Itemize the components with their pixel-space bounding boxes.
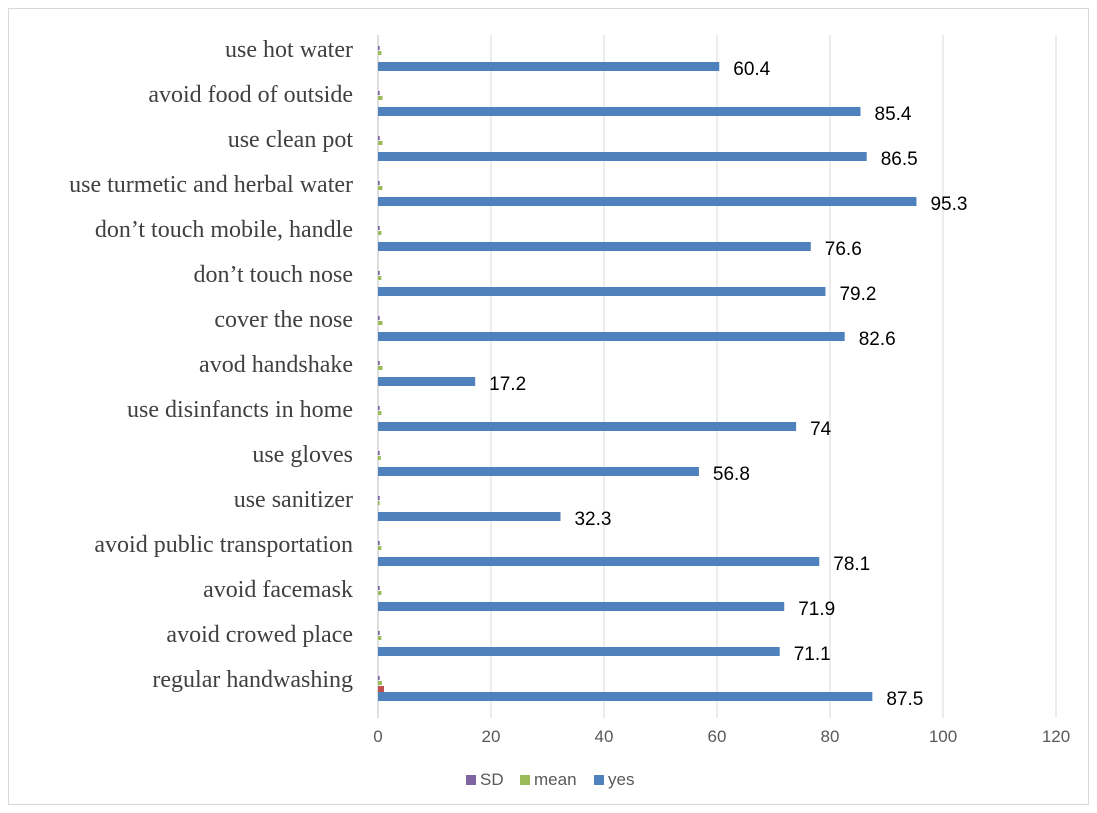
x-tick-label: 0	[373, 727, 382, 746]
data-label: 74	[810, 419, 832, 440]
data-label: 71.9	[798, 599, 835, 620]
bar-yes	[378, 332, 845, 341]
bar-yes	[378, 287, 826, 296]
bar-sd	[378, 136, 380, 140]
bar-yes	[378, 107, 861, 116]
legend-swatch-yes	[594, 775, 604, 785]
bar-yes	[378, 62, 720, 71]
category-label: avod handshake	[199, 352, 353, 378]
category-label: use hot water	[225, 37, 353, 63]
category-label: avoid food of outside	[148, 82, 353, 108]
bar-sd	[378, 91, 380, 95]
data-label: 95.3	[930, 194, 967, 215]
bar-mean	[378, 636, 382, 640]
category-label: avoid crowed place	[166, 622, 353, 648]
category-label: use sanitizer	[234, 487, 353, 513]
bar-mean	[378, 411, 382, 415]
bar-mean	[378, 681, 382, 685]
bar-yes	[378, 377, 476, 386]
data-label: 87.5	[886, 689, 923, 710]
bar-sd	[378, 226, 380, 230]
category-label: cover the nose	[214, 307, 353, 333]
bar-yes	[378, 647, 780, 656]
marker-first-row	[378, 686, 384, 692]
bar-sd	[378, 496, 380, 500]
bar-yes	[378, 242, 811, 251]
bar-yes	[378, 467, 699, 476]
bar-yes	[378, 152, 867, 161]
bar-sd	[378, 586, 380, 590]
category-label: avoid public transportation	[94, 532, 353, 558]
bar-mean	[378, 96, 383, 100]
bars	[378, 46, 917, 701]
data-label: 76.6	[825, 239, 862, 260]
bar-mean	[378, 366, 383, 370]
gridlines	[377, 35, 1057, 718]
legend-label-SD: SD	[480, 770, 504, 789]
bar-sd	[378, 316, 380, 320]
bar-sd	[378, 406, 380, 410]
category-label: use disinfancts in home	[127, 397, 353, 423]
x-tick-label: 120	[1042, 727, 1070, 746]
bar-mean	[378, 276, 382, 280]
category-label: use gloves	[252, 442, 353, 468]
data-label: 86.5	[881, 149, 918, 170]
bar-mean	[378, 501, 380, 505]
bar-yes	[378, 557, 820, 566]
data-label: 79.2	[839, 284, 876, 305]
legend-label-mean: mean	[534, 770, 577, 789]
x-tick-label: 20	[482, 727, 501, 746]
bar-sd	[378, 181, 380, 185]
bar-sd	[378, 541, 380, 545]
bar-mean	[378, 456, 381, 460]
x-axis-ticks: 0 20 40 60 80 100 120	[373, 727, 1070, 746]
bar-sd	[378, 631, 380, 635]
category-label: don’t touch mobile, handle	[95, 217, 353, 243]
bar-sd	[378, 676, 380, 680]
bar-sd	[378, 46, 380, 50]
bar-mean	[378, 186, 383, 190]
bar-sd	[378, 271, 380, 275]
x-tick-label: 40	[595, 727, 614, 746]
bar-yes	[378, 692, 873, 701]
data-label: 78.1	[833, 554, 870, 575]
bar-mean	[378, 141, 383, 145]
bar-mean	[378, 51, 382, 55]
x-tick-label: 80	[821, 727, 840, 746]
x-tick-label: 60	[708, 727, 727, 746]
bar-yes	[378, 602, 785, 611]
legend-swatch-SD	[466, 775, 476, 785]
bar-mean	[378, 591, 382, 595]
bar-sd	[378, 361, 380, 365]
data-label: 82.6	[859, 329, 896, 350]
bar-yes	[378, 422, 797, 431]
category-label: avoid facemask	[203, 577, 353, 603]
category-label: use turmetic and herbal water	[69, 172, 353, 198]
category-label: use clean pot	[228, 127, 354, 153]
data-label: 32.3	[574, 509, 611, 530]
bar-sd	[378, 451, 380, 455]
data-labels: 87.5 71.1 71.9 78.1 32.3 56.8 74 17.2 82.6 79.2 76…	[489, 59, 967, 710]
chart-frame	[8, 8, 1089, 805]
x-tick-label: 100	[929, 727, 957, 746]
legend-swatch-mean	[520, 775, 530, 785]
bar-yes	[378, 197, 917, 206]
category-label: regular handwashing	[152, 667, 353, 693]
data-label: 60.4	[733, 59, 770, 80]
data-label: 85.4	[875, 104, 912, 125]
data-label: 17.2	[489, 374, 526, 395]
bar-yes	[378, 512, 561, 521]
bar-mean	[378, 546, 382, 550]
legend-label-yes: yes	[608, 770, 634, 789]
category-label: don’t touch nose	[193, 262, 353, 288]
bar-mean	[378, 321, 383, 325]
bar-mean	[378, 231, 382, 235]
data-label: 71.1	[794, 644, 831, 665]
category-labels: regular handwashing avoid crowed place avo…	[69, 37, 353, 693]
legend: SD mean yes	[466, 770, 634, 789]
data-label: 56.8	[713, 464, 750, 485]
